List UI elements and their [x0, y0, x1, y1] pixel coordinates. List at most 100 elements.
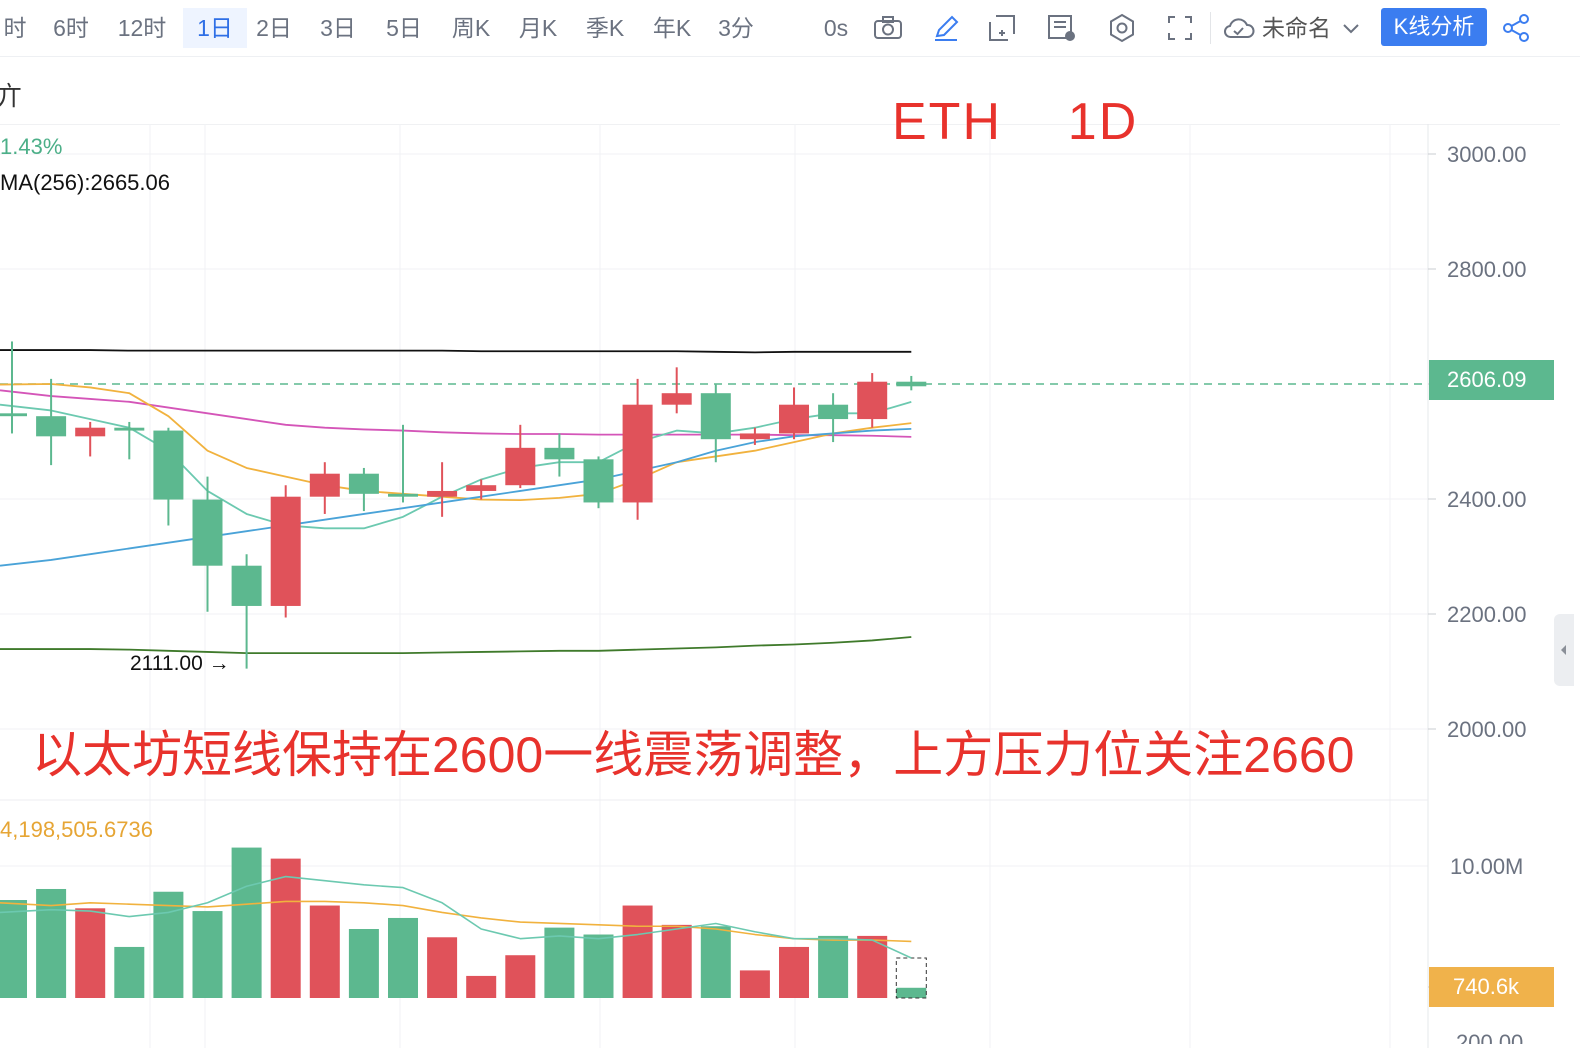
ma-line [0, 400, 912, 530]
candle-body [75, 427, 106, 437]
chart-toolbar: 时 6时 12时 1日 2日 3日 5日 周K 月K 季K 年K 3分 0s 未命名 K线分析 [0, 0, 1580, 57]
camera-icon[interactable] [872, 12, 904, 44]
tab-timeframe[interactable]: 3日 [320, 15, 356, 41]
candle-body [622, 404, 653, 503]
tab-timeframe[interactable]: 年K [652, 15, 692, 41]
tab-timeframe[interactable]: 2日 [256, 15, 292, 41]
ma-line [0, 427, 912, 567]
candle-body [388, 493, 418, 497]
candle-body [309, 473, 340, 497]
volume-bar [75, 908, 106, 998]
chevron-down-icon[interactable] [1340, 12, 1362, 44]
ma-line [0, 383, 912, 502]
volume-bar [896, 987, 927, 998]
volume-tick-label: 200.00 [1456, 1030, 1524, 1044]
volume-legend: 4,198,505.6736 [0, 817, 153, 842]
volume-bar [153, 891, 184, 998]
tab-timeframe[interactable]: 周K [451, 15, 491, 41]
tab-timeframe[interactable]: 12时 [117, 15, 167, 41]
volume-bar [231, 847, 262, 998]
tab-timeframe[interactable]: 1日 [183, 8, 247, 48]
volume-bar [270, 858, 301, 998]
volume-bar [427, 937, 458, 998]
y-tick-label: 2400.00 [1447, 487, 1527, 512]
volume-bar [739, 970, 770, 998]
volume-bar [818, 935, 849, 998]
candle-body [739, 433, 770, 440]
candle-body [505, 447, 536, 486]
tab-timeframe[interactable]: 6时 [53, 15, 89, 41]
volume-bar [622, 905, 653, 998]
tab-timeframe[interactable]: 月K [518, 15, 558, 41]
volume-bar [309, 905, 340, 998]
candle-body [192, 499, 223, 566]
volume-ma-line [0, 875, 912, 959]
tab-timeframe[interactable]: 时 [3, 15, 27, 41]
candle-body [270, 496, 301, 606]
current-volume-tag: 740.6k [1429, 967, 1554, 1007]
volume-bar [0, 900, 27, 998]
candle-body [818, 404, 849, 420]
change-percent: 1.43% [0, 134, 63, 159]
volume-bar [700, 926, 731, 998]
settings-icon[interactable] [1106, 12, 1138, 44]
y-tick-label: 2800.00 [1447, 257, 1527, 282]
candle-body [153, 430, 184, 500]
ma-line [0, 349, 912, 354]
candle-body [348, 473, 379, 494]
kline-analysis-button[interactable]: K线分析 [1381, 8, 1487, 46]
candle-body [583, 459, 614, 503]
tab-timeframe[interactable]: 3分 [718, 15, 754, 41]
volume-bar [192, 911, 223, 998]
volume-bar [583, 934, 614, 998]
candle-body [896, 381, 927, 387]
share-icon[interactable] [1500, 12, 1532, 44]
volume-bar [544, 927, 575, 998]
ma-line [0, 636, 912, 654]
volume-tick-label: 10.00M [1450, 854, 1524, 879]
candle-body [0, 413, 27, 417]
pencil-icon[interactable] [930, 12, 962, 44]
volume-bar [36, 888, 67, 998]
volume-bar [661, 924, 692, 998]
volume-bar [779, 946, 809, 998]
volume-bar-outline [895, 957, 927, 999]
cloud-icon[interactable] [1222, 12, 1256, 44]
volume-bar [857, 935, 888, 998]
volume-bar [388, 917, 418, 998]
fullscreen-icon[interactable] [1164, 12, 1196, 44]
tab-timeframe[interactable]: 5日 [386, 15, 422, 41]
volume-bar [348, 929, 379, 998]
candle-body [544, 447, 575, 460]
y-tick-label: 2200.00 [1447, 602, 1527, 627]
candle-body [857, 381, 888, 420]
volume-bar [466, 975, 497, 998]
layout-name[interactable]: 未命名 [1262, 15, 1331, 41]
candle-body [231, 565, 262, 606]
toolbar-divider [1210, 12, 1211, 44]
candle-body [36, 416, 67, 437]
chevron-left-icon [1561, 645, 1566, 655]
volume-bar [114, 946, 145, 998]
panel-collapse-handle[interactable] [1554, 614, 1574, 686]
current-price-tag: 2606.09 [1429, 360, 1554, 400]
volume-bar [505, 955, 536, 998]
chart-annotation-text: 以太坊短线保持在2600一线震荡调整，上方压力位关注2660 [32, 727, 1355, 783]
candle-body [661, 393, 692, 405]
chart-annotation-title: ETH 1D [892, 93, 1139, 151]
candle-body [779, 404, 809, 434]
y-tick-label: 3000.00 [1447, 142, 1527, 167]
candle-body [114, 427, 145, 431]
sub-header-text: 亣 [0, 81, 23, 111]
low-price-label: 2111.00 → [130, 652, 230, 675]
countdown-label: 0s [823, 15, 849, 41]
candle-body [427, 490, 458, 497]
candle-body [466, 485, 497, 491]
y-tick-label: 2000.00 [1447, 717, 1527, 742]
tab-timeframe[interactable]: 季K [585, 15, 625, 41]
ma256-legend: MA(256):2665.06 [0, 170, 170, 195]
add-window-icon[interactable] [986, 12, 1018, 44]
chart-sub-header: 亣 [0, 58, 1560, 125]
indicator-icon[interactable] [1046, 12, 1078, 44]
